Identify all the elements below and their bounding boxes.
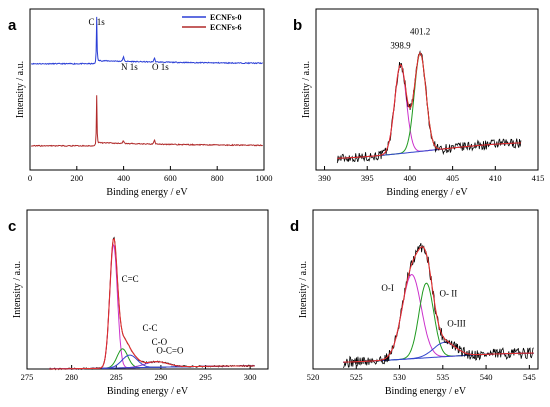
component-label: O-III (447, 319, 466, 329)
y-axis-title: Intensity / a.u. (298, 261, 309, 318)
plot-frame (315, 8, 539, 171)
x-tick-label: 295 (199, 372, 212, 382)
component-label: 398.9 (390, 41, 411, 51)
y-axis-title: Intensity / a.u. (12, 261, 23, 318)
plot-frame (26, 209, 269, 370)
x-tick-label: 540 (480, 372, 493, 382)
component-curve (343, 341, 534, 363)
fit-envelope (343, 246, 534, 363)
x-axis-title: Binding energy / eV (106, 187, 188, 198)
x-tick-label: 395 (361, 173, 374, 183)
x-tick-label: 0 (28, 173, 32, 183)
x-tick-label: 410 (489, 173, 502, 183)
x-tick-label: 285 (110, 372, 123, 382)
panel-letter: c (8, 218, 16, 235)
panel-letter: b (293, 17, 302, 34)
x-tick-label: 280 (65, 372, 78, 382)
x-tick-label: 200 (70, 173, 83, 183)
raw-data-line (48, 236, 255, 371)
x-tick-label: 290 (155, 372, 168, 382)
panel-letter: a (8, 17, 17, 34)
raw-data-line (336, 50, 522, 164)
x-tick-label: 1000 (256, 173, 273, 183)
plot-frame (29, 8, 265, 171)
panel-c: 275 280 285 290 295 300 Binding energy / eV Int… (8, 209, 269, 397)
component-label: C-O (152, 337, 168, 347)
y-axis-title: Intensity / a.u. (301, 61, 312, 118)
x-tick-label: 390 (318, 173, 331, 183)
peak-annotation: C 1s (89, 17, 106, 27)
legend-label: ECNFs-6 (210, 23, 242, 32)
x-axis-title: Binding energy / eV (385, 386, 467, 397)
component-curve (337, 52, 521, 159)
component-label: O-I (381, 283, 394, 293)
x-tick-label: 600 (164, 173, 177, 183)
panel-d: 520 525 530 535 540 545 Binding energy / eV Int… (290, 209, 539, 397)
x-tick-label: 535 (436, 372, 449, 382)
x-tick-label: 275 (21, 372, 34, 382)
component-label: C=C (122, 274, 139, 284)
component-label: O-C=O (156, 346, 184, 356)
panel-a: 0 200 400 600 800 1000 Binding energy / eV Inte… (8, 8, 273, 198)
plot-frame (312, 209, 539, 370)
y-axis-title: Intensity / a.u. (15, 61, 26, 118)
x-tick-label: 525 (350, 372, 363, 382)
x-tick-label: 400 (117, 173, 130, 183)
x-tick-label: 530 (393, 372, 406, 382)
panel-letter: d (290, 218, 299, 235)
x-tick-label: 405 (446, 173, 459, 183)
raw-data-line (342, 242, 534, 368)
x-tick-label: 300 (244, 372, 257, 382)
x-axis-title: Binding energy / eV (107, 386, 189, 397)
x-tick-label: 800 (211, 173, 224, 183)
component-label: O- II (439, 288, 457, 298)
x-tick-label: 400 (404, 173, 417, 183)
series-line-ecnfs-0 (30, 16, 263, 65)
x-tick-label: 545 (523, 372, 536, 382)
component-label: C-C (143, 323, 158, 333)
series-line-ecnfs-6 (30, 95, 263, 148)
x-tick-label: 415 (532, 173, 545, 183)
x-axis-title: Binding energy / eV (386, 187, 468, 198)
fit-envelope (49, 238, 255, 370)
peak-annotation: N 1s (121, 62, 138, 72)
panel-b: 390 395 400 405 410 415 Binding energy / eV Int… (293, 8, 545, 198)
x-tick-label: 520 (307, 372, 320, 382)
peak-annotation: O 1s (152, 62, 169, 72)
legend-label: ECNFs-0 (210, 13, 242, 22)
component-label: 401.2 (410, 26, 430, 36)
component-curve (49, 243, 255, 370)
fit-envelope (337, 52, 521, 159)
